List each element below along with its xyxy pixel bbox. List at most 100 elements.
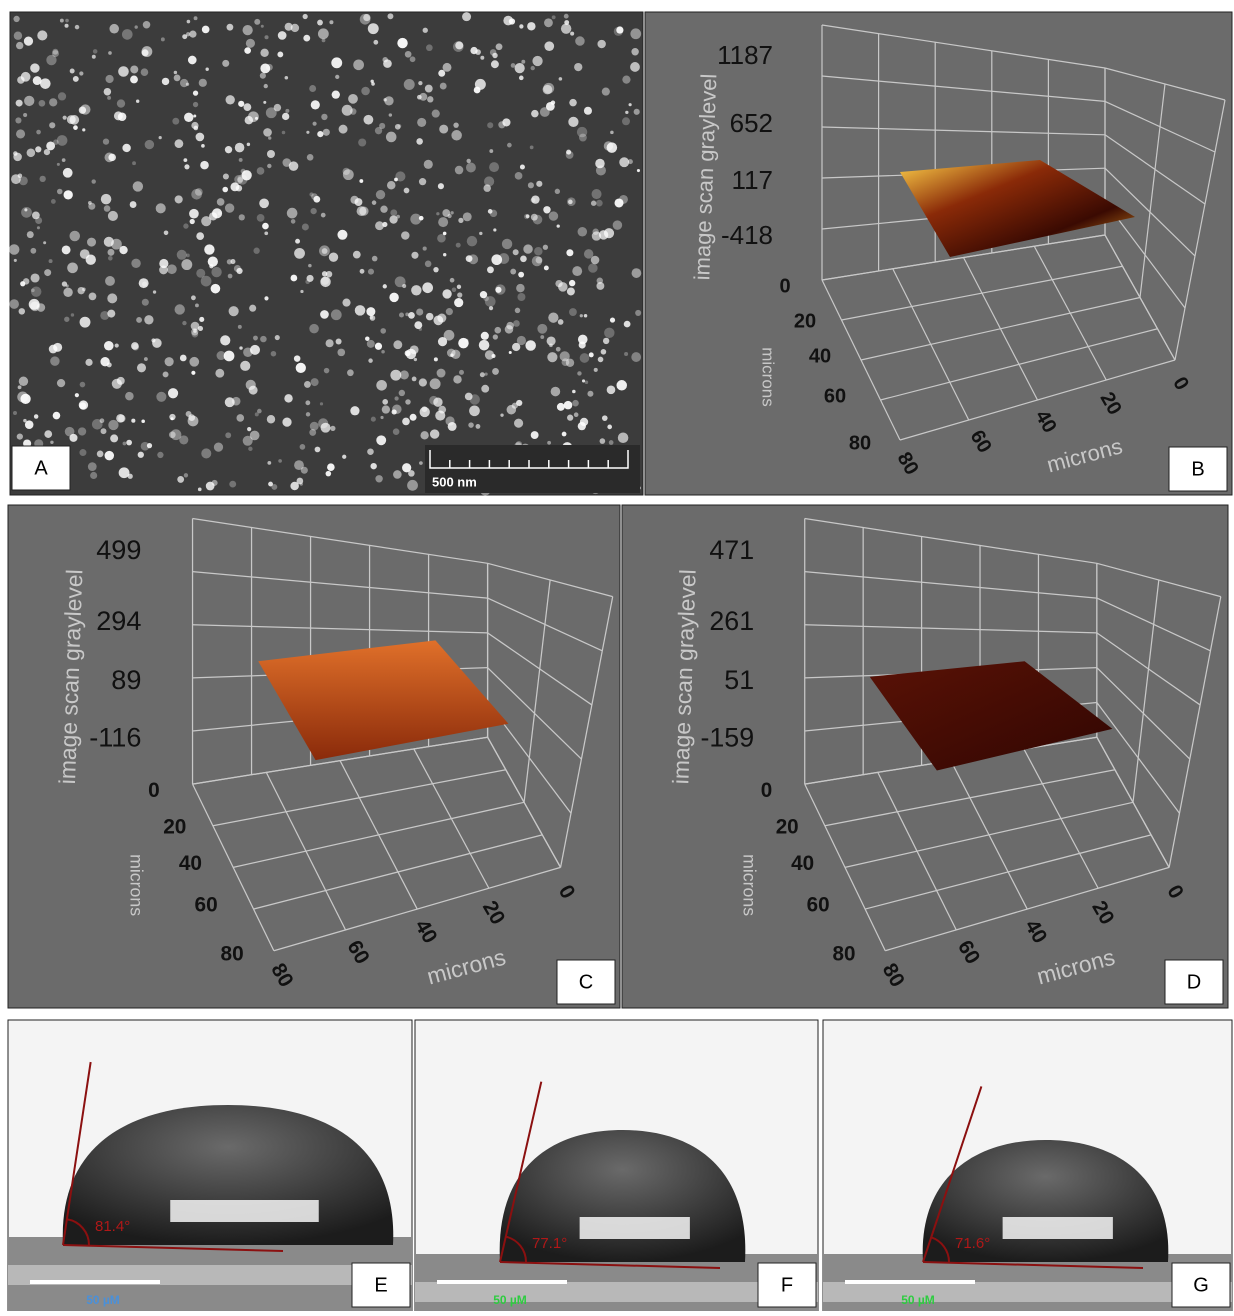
particle	[157, 452, 163, 458]
particle	[567, 287, 575, 295]
particle	[380, 416, 383, 419]
particle	[549, 344, 553, 348]
particle	[225, 203, 234, 212]
particle	[483, 296, 488, 301]
particle	[432, 110, 440, 118]
particle	[156, 392, 166, 402]
particle	[285, 76, 289, 80]
particle	[456, 243, 461, 248]
particle	[342, 455, 346, 459]
particle	[584, 107, 592, 115]
particle	[183, 158, 187, 162]
particle	[208, 257, 218, 267]
particle	[520, 165, 525, 170]
panel-droplet: 71.6°50 µMG	[823, 1020, 1232, 1311]
particle	[199, 79, 207, 87]
particle	[191, 122, 198, 129]
particle	[443, 63, 452, 72]
particle	[218, 211, 222, 215]
particle	[184, 473, 188, 477]
particle	[405, 399, 410, 404]
particle	[18, 385, 22, 389]
particle	[117, 99, 125, 107]
particle	[16, 42, 23, 49]
particle	[574, 63, 582, 71]
particle	[422, 406, 428, 412]
y-tick-label: 40	[179, 852, 202, 875]
particle	[291, 24, 299, 32]
particle	[57, 189, 63, 195]
particle	[183, 223, 188, 228]
particle	[613, 220, 622, 229]
particle	[520, 256, 527, 263]
particle	[191, 371, 195, 375]
particle	[16, 129, 25, 138]
highlight	[580, 1217, 690, 1239]
particle	[560, 351, 570, 361]
particle	[311, 100, 320, 109]
particle	[624, 321, 631, 328]
particle	[536, 181, 542, 187]
particle	[100, 357, 109, 366]
particle	[414, 358, 417, 361]
particle	[310, 208, 316, 214]
particle	[596, 282, 604, 290]
particle	[453, 122, 458, 127]
particle	[394, 396, 398, 400]
particle	[493, 228, 496, 231]
particle	[519, 76, 524, 81]
particle	[125, 392, 134, 401]
particle	[119, 467, 130, 478]
particle	[13, 411, 17, 415]
particle	[489, 149, 493, 153]
particle	[609, 440, 614, 445]
particle	[271, 351, 277, 357]
particle	[335, 75, 339, 79]
particle	[347, 369, 354, 376]
particle	[543, 206, 550, 213]
particle	[445, 416, 454, 425]
particle	[264, 296, 268, 300]
particle	[307, 154, 314, 161]
particle	[419, 378, 427, 386]
particle	[161, 37, 165, 41]
particle	[484, 372, 487, 375]
particle	[495, 287, 501, 293]
particle	[167, 264, 177, 274]
particle	[169, 414, 175, 420]
particle	[547, 352, 557, 362]
particle	[44, 430, 52, 438]
particle	[105, 451, 114, 460]
particle	[315, 447, 321, 453]
particle	[475, 79, 486, 90]
particle	[14, 32, 22, 40]
particle	[375, 127, 382, 134]
particle	[37, 226, 40, 229]
particle	[136, 100, 139, 103]
particle	[323, 129, 330, 136]
particle	[53, 412, 61, 420]
particle	[324, 368, 330, 374]
particle	[479, 232, 482, 235]
particle	[318, 28, 329, 39]
particle	[130, 201, 137, 208]
particle	[386, 132, 397, 143]
particle	[40, 176, 46, 182]
particle	[37, 303, 46, 312]
particle	[480, 372, 485, 377]
particle	[103, 138, 109, 144]
z-tick-label: -418	[721, 220, 773, 250]
particle	[97, 451, 104, 458]
particle	[211, 267, 221, 277]
particle	[476, 424, 481, 429]
particle	[177, 476, 184, 483]
particle	[66, 284, 69, 287]
particle	[503, 16, 513, 26]
particle	[322, 39, 326, 43]
particle	[557, 403, 565, 411]
particle	[133, 181, 143, 191]
particle	[57, 163, 60, 166]
z-tick-label: 117	[732, 165, 773, 195]
particle	[602, 415, 608, 421]
particle	[151, 338, 155, 342]
